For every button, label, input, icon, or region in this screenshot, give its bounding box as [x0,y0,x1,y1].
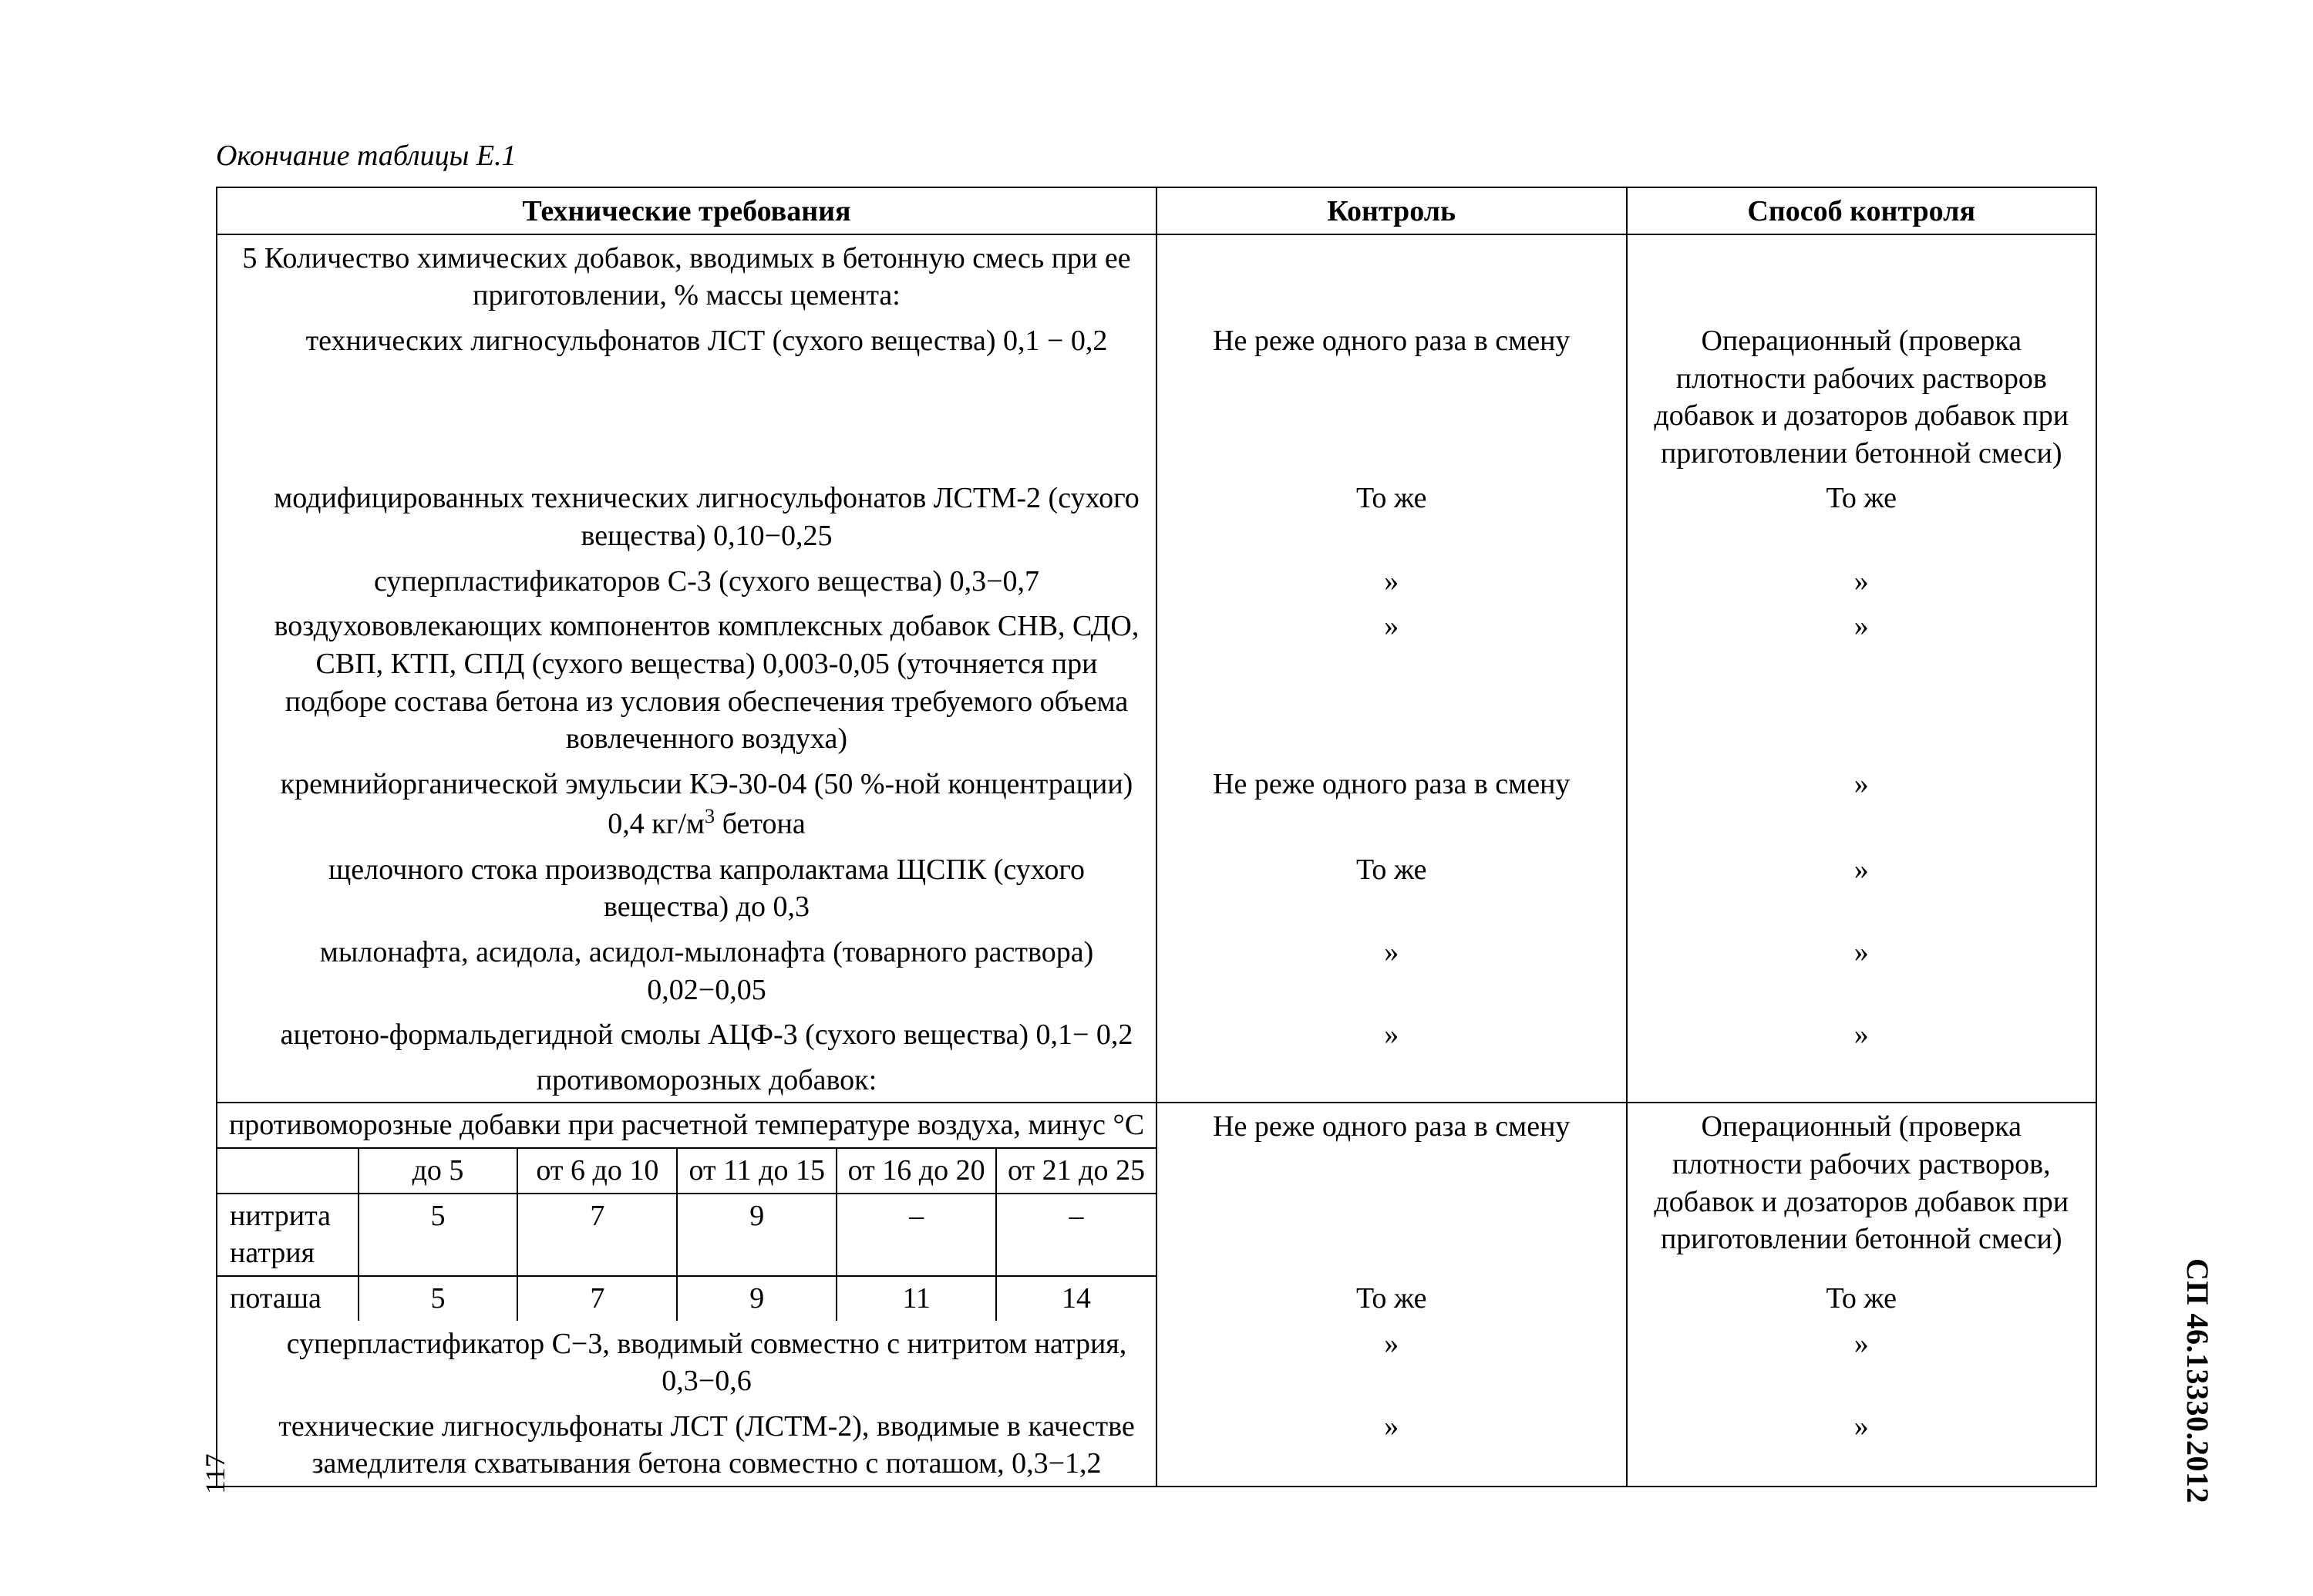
inner-col-header: от 6 до 10 [517,1148,677,1194]
cell-k: Не реже одного раза в смену [1156,1103,1627,1275]
antifreeze-inner-table: противоморозные добавки при расчетной те… [217,1103,1156,1275]
cell-sk: » [1627,558,2097,604]
cell-tr: воздухововлекающих компонентов комплексн… [217,603,1156,761]
col-header-tr: Технические требования [217,187,1156,234]
inner-cell: 11 [837,1276,996,1321]
cell-tr: кремнийорганической эмульсии КЭ-30-04 (5… [217,761,1156,847]
cell-k: То же [1156,1275,1627,1321]
inner-table-cell: поташа 5 7 9 11 14 [217,1275,1156,1321]
cell-sk: Операционный (проверка плотности рабочих… [1627,318,2097,476]
inner-cell: 9 [677,1276,837,1321]
table-row: противоморозных добавок: [217,1057,2096,1103]
document-code: СП 46.13330.2012 [2180,1258,2216,1503]
row-label-potash: поташа [217,1276,359,1321]
inner-table-row: поташа 5 7 9 11 14 То же То же [217,1275,2096,1321]
cell-k: » [1156,1012,1627,1057]
page-number: 117 [199,1453,231,1494]
inner-cell: 7 [517,1276,677,1321]
table-header-row: Технические требования Контроль Способ к… [217,187,2096,234]
cell-tr: модифицированных технических лигносульфо… [217,475,1156,557]
cell-sk: » [1627,1321,2097,1403]
cell-tr: щелочного стока производства капролактам… [217,847,1156,929]
cell-sk [1627,1057,2097,1103]
cell-sk: Операционный (проверка плотности рабочих… [1627,1103,2097,1275]
inner-title: противоморозные добавки при расчетной те… [217,1103,1156,1148]
table-row: воздухововлекающих компонентов комплексн… [217,603,2096,761]
cell-k: То же [1156,475,1627,557]
inner-side-empty [217,1148,359,1194]
row-label-nitrite: нитрита натрия [217,1194,359,1275]
cell-k: То же [1156,847,1627,929]
table-row: суперпластификаторов С-3 (сухого веществ… [217,558,2096,604]
cell-tr: суперпластификаторов С-3 (сухого веществ… [217,558,1156,604]
antifreeze-inner-table-potash: поташа 5 7 9 11 14 [217,1275,1156,1321]
superscript-3: 3 [705,804,715,827]
col-header-sk: Способ контроля [1627,187,2097,234]
inner-cell: 9 [677,1194,837,1275]
cell-sk: То же [1627,475,2097,557]
cell-tr: мылонафта, асидола, асидол-мылонафта (то… [217,929,1156,1012]
cell-k [1156,234,1627,318]
inner-col-header: до 5 [359,1148,518,1194]
inner-cell: 7 [517,1194,677,1275]
inner-cell: – [837,1194,996,1275]
cell-k [1156,1057,1627,1103]
table-row: модифицированных технических лигносульфо… [217,475,2096,557]
cell-tr: суперпластификатор С−3, вводимый совмест… [217,1321,1156,1403]
inner-table-cell: противоморозные добавки при расчетной те… [217,1103,1156,1275]
inner-cell: 5 [359,1194,518,1275]
cell-tr: технические лигносульфонаты ЛСТ (ЛСТМ-2)… [217,1403,1156,1487]
cell-k: Не реже одного раза в смену [1156,318,1627,476]
text: бетона [715,808,806,840]
cell-sk: » [1627,847,2097,929]
cell-sk: » [1627,761,2097,847]
inner-table-row: противоморозные добавки при расчетной те… [217,1103,2096,1275]
cell-k: » [1156,558,1627,604]
inner-col-header: от 21 до 25 [996,1148,1156,1194]
inner-cell: 14 [996,1276,1156,1321]
cell-tr: ацетоно-формальдегидной смолы АЦФ-3 (сух… [217,1012,1156,1057]
inner-cell: – [996,1194,1156,1275]
requirements-table: Технические требования Контроль Способ к… [216,187,2097,1487]
document-page: Окончание таблицы Е.1 Технические требов… [0,0,2313,1596]
cell-sk: То же [1627,1275,2097,1321]
inner-cell: 5 [359,1276,518,1321]
table-row: кремнийорганической эмульсии КЭ-30-04 (5… [217,761,2096,847]
inner-col-header: от 16 до 20 [837,1148,996,1194]
cell-sk: » [1627,1403,2097,1487]
table-row: мылонафта, асидола, асидол-мылонафта (то… [217,929,2096,1012]
cell-k: » [1156,1321,1627,1403]
cell-tr: технических лигносульфонатов ЛСТ (сухого… [217,318,1156,476]
cell-k: » [1156,603,1627,761]
cell-k: » [1156,929,1627,1012]
table-row: ацетоно-формальдегидной смолы АЦФ-3 (сух… [217,1012,2096,1057]
col-header-k: Контроль [1156,187,1627,234]
cell-tr: 5 Количество химических добавок, вводимы… [217,234,1156,318]
table-caption: Окончание таблицы Е.1 [216,139,2097,173]
table-row: 5 Количество химических добавок, вводимы… [217,234,2096,318]
cell-k: » [1156,1403,1627,1487]
cell-sk: » [1627,929,2097,1012]
table-row: технические лигносульфонаты ЛСТ (ЛСТМ-2)… [217,1403,2096,1487]
cell-sk: » [1627,1012,2097,1057]
table-row: суперпластификатор С−3, вводимый совмест… [217,1321,2096,1403]
cell-k: Не реже одного раза в смену [1156,761,1627,847]
table-row: технических лигносульфонатов ЛСТ (сухого… [217,318,2096,476]
inner-col-header: от 11 до 15 [677,1148,837,1194]
cell-sk [1627,234,2097,318]
cell-sk: » [1627,603,2097,761]
table-row: щелочного стока производства капролактам… [217,847,2096,929]
cell-tr: противоморозных добавок: [217,1057,1156,1103]
